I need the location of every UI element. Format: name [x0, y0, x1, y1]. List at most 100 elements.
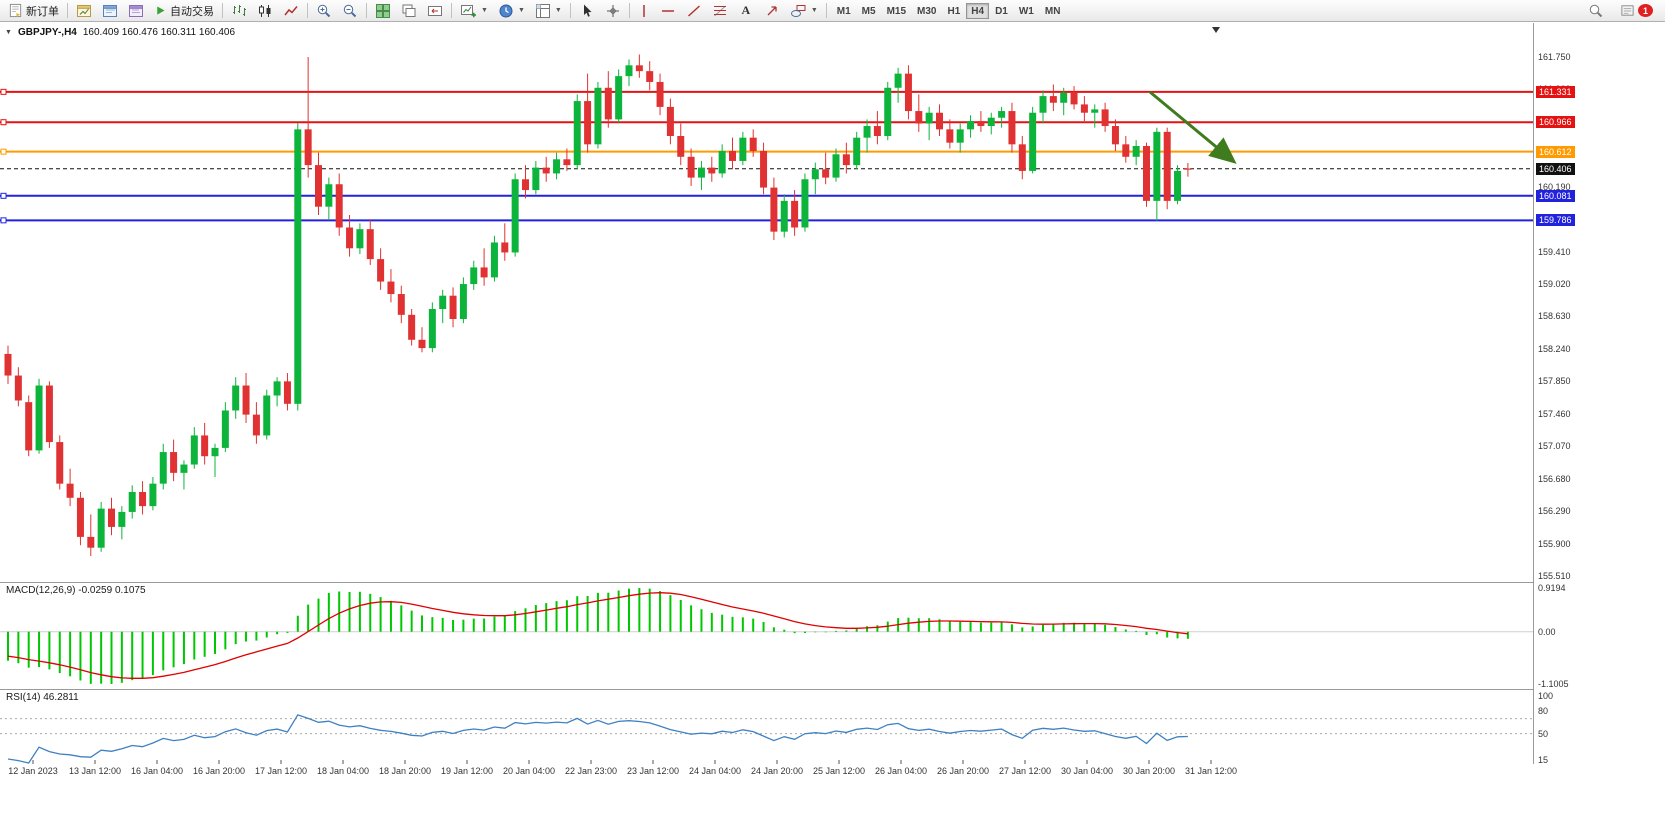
cascade-windows-button[interactable]: [396, 1, 422, 21]
date-axis-label: 20 Jan 04:00: [502, 766, 556, 776]
charts-window-button[interactable]: [71, 1, 97, 21]
text-tool-button[interactable]: A: [733, 1, 759, 21]
candle-body: [356, 229, 364, 249]
candle-body: [387, 281, 395, 295]
candle-body: [139, 491, 147, 507]
macd-panel-separator[interactable]: [0, 582, 1665, 583]
chart-period-icon: [499, 4, 513, 17]
trendline-tool-button[interactable]: [681, 1, 707, 21]
price-level-tag[interactable]: 160.081: [1536, 189, 1575, 202]
price-axis-label: 155.900: [1538, 538, 1571, 549]
new-order-button[interactable]: 新订单: [3, 1, 64, 21]
zoom-in-button[interactable]: [311, 1, 337, 21]
candle-body: [1070, 92, 1078, 105]
rsi-panel-separator[interactable]: [0, 689, 1665, 690]
level-line-handle[interactable]: [0, 119, 7, 126]
auto-trading-button[interactable]: 自动交易: [149, 1, 219, 21]
candle-body: [749, 137, 757, 151]
vertical-line-tool-button[interactable]: [633, 1, 655, 21]
candle-body: [1153, 131, 1161, 201]
candle-body: [45, 385, 53, 443]
timeframe-h1[interactable]: H1: [942, 3, 965, 19]
candle-body: [418, 339, 426, 349]
alerts-button[interactable]: 1: [1615, 1, 1658, 21]
new-chart-button[interactable]: ▼: [455, 1, 493, 21]
chart-shift-button[interactable]: [422, 1, 448, 21]
rsi-value: 46.2811: [43, 692, 79, 703]
crosshair-tool-button[interactable]: [600, 1, 626, 21]
fibonacci-tool-button[interactable]: [707, 1, 733, 21]
chevron-down-icon: ▼: [481, 7, 488, 14]
candle-body: [646, 71, 654, 82]
level-line-handle[interactable]: [0, 217, 7, 224]
rsi-indicator-label: RSI(14) 46.2811: [6, 692, 79, 703]
toolbar-right-group: 1: [1583, 1, 1662, 21]
candle-body: [408, 314, 416, 340]
cursor-tool-button[interactable]: [574, 1, 600, 21]
trend-arrow-annotation[interactable]: [1149, 90, 1237, 164]
timeframe-h4[interactable]: H4: [966, 2, 990, 19]
candle-body: [128, 491, 136, 512]
candle-body: [1101, 109, 1109, 127]
chart-canvas[interactable]: [0, 23, 1533, 764]
price-level-tag[interactable]: 159.786: [1536, 214, 1575, 227]
candle-body: [956, 129, 964, 143]
timeframe-m15[interactable]: M15: [882, 3, 911, 19]
arrow-tools-button[interactable]: [759, 1, 785, 21]
level-line-handle[interactable]: [0, 88, 7, 95]
candlestick-chart-icon: [259, 4, 271, 17]
zoom-out-button[interactable]: [337, 1, 363, 21]
profiles-window-button[interactable]: [97, 1, 123, 21]
candle-body: [1060, 92, 1068, 103]
chart-svg: [0, 27, 1533, 764]
timeframe-w1[interactable]: W1: [1014, 3, 1039, 19]
date-axis[interactable]: 12 Jan 2023 13 Jan 12:00 16 Jan 04:00 16 Ja…: [0, 764, 1665, 784]
timeframe-m1[interactable]: M1: [832, 3, 856, 19]
price-level-tag[interactable]: 161.331: [1536, 85, 1575, 98]
candle-body: [501, 242, 509, 253]
search-button[interactable]: [1583, 1, 1609, 21]
timeframe-mn[interactable]: MN: [1040, 3, 1066, 19]
timeframe-m30[interactable]: M30: [912, 3, 941, 19]
date-axis-label: 17 Jan 12:00: [254, 766, 308, 776]
candle-body: [977, 121, 985, 127]
level-line-handle[interactable]: [0, 148, 7, 155]
tile-windows-button[interactable]: [370, 1, 396, 21]
candle-body: [1111, 126, 1119, 145]
date-axis-label: 13 Jan 12:00: [68, 766, 122, 776]
navigator-window-button[interactable]: [123, 1, 149, 21]
timeframe-d1[interactable]: D1: [990, 3, 1013, 19]
date-axis-label: 18 Jan 04:00: [316, 766, 370, 776]
timeframe-m5[interactable]: M5: [857, 3, 881, 19]
price-level-tag[interactable]: 160.966: [1536, 116, 1575, 129]
date-axis-label: 19 Jan 12:00: [440, 766, 494, 776]
candle-body: [987, 117, 995, 127]
candle-body: [304, 129, 312, 166]
price-level-tag[interactable]: 160.612: [1536, 145, 1575, 158]
chart-collapse-icon[interactable]: ▼: [5, 29, 12, 36]
current-price-tag[interactable]: 160.406: [1536, 162, 1575, 175]
bar-chart-button[interactable]: [226, 1, 252, 21]
cursor-icon: [583, 4, 592, 17]
arrow-tools-icon: [767, 5, 777, 15]
macd-values: -0.0259 0.1075: [78, 585, 146, 596]
line-chart-button[interactable]: [278, 1, 304, 21]
chart-shift-marker[interactable]: [1212, 27, 1220, 33]
candle-body: [718, 150, 726, 174]
shapes-icon: [790, 4, 806, 17]
toolbar-separator: [825, 3, 827, 18]
candle-body: [490, 242, 498, 278]
chart-period-button[interactable]: ▼: [493, 1, 530, 21]
candle-body: [35, 385, 43, 451]
rsi-axis-label: 15: [1538, 754, 1549, 765]
candle-body: [4, 353, 12, 376]
horizontal-line-tool-button[interactable]: [655, 1, 681, 21]
search-icon: [1589, 4, 1603, 17]
chart-template-button[interactable]: ▼: [530, 1, 567, 21]
shapes-tool-button[interactable]: ▼: [785, 1, 823, 21]
price-axis[interactable]: 161.750161.360160.970160.580160.190159.8…: [1533, 23, 1665, 782]
level-line-handle[interactable]: [0, 192, 7, 199]
candle-body: [615, 76, 623, 120]
candlestick-chart-button[interactable]: [252, 1, 278, 21]
candle-body: [325, 184, 333, 207]
